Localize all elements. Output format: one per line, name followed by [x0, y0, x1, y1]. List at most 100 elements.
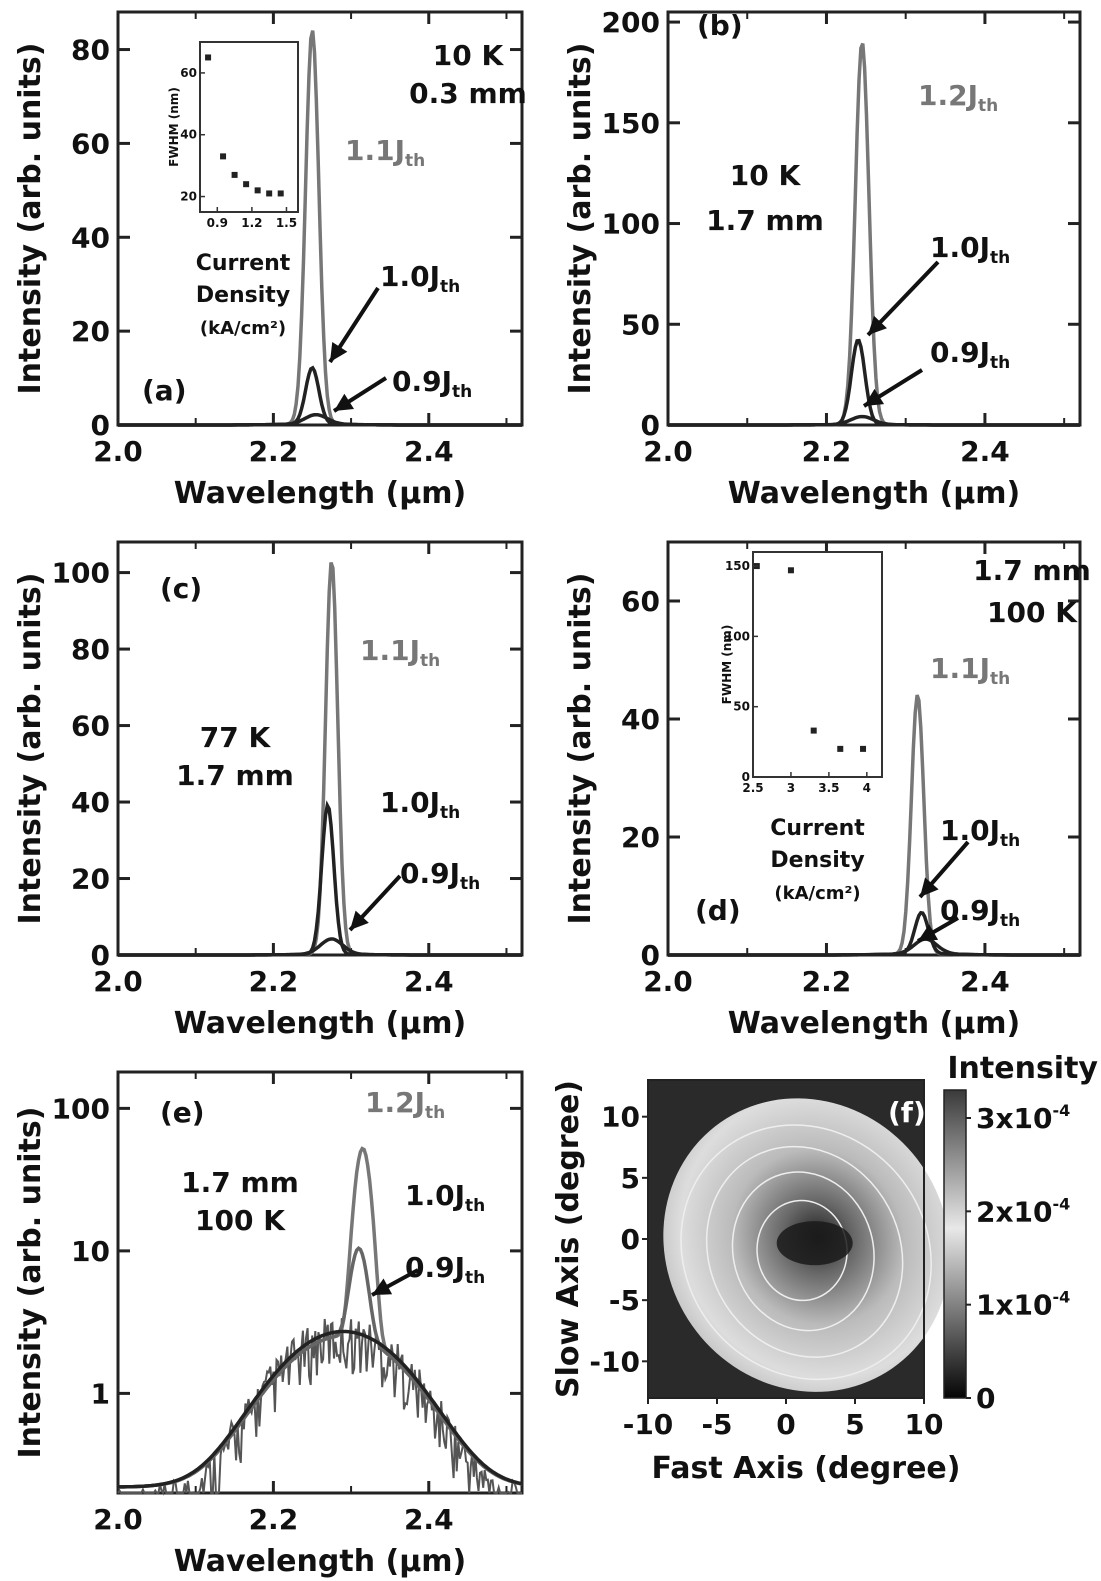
- colorbar-tick-label: 0: [976, 1382, 995, 1415]
- colorbar-tick-label: 1x10-4: [976, 1288, 1070, 1322]
- panel-letter: (d): [695, 894, 741, 927]
- arrow-head: [868, 315, 887, 335]
- arrow-head: [372, 1278, 393, 1295]
- y-tick-label: 100: [602, 208, 660, 241]
- inset-y-tick-label: 150: [725, 559, 750, 573]
- y-tick-label: 150: [602, 107, 660, 140]
- inset-x-tick-label: 0.9: [207, 216, 228, 230]
- inset-y-tick-label: 50: [733, 700, 750, 714]
- x-axis-label: Wavelength (μm): [174, 1544, 467, 1579]
- condition-annotation: 100 K: [987, 596, 1078, 629]
- series-label: 1.0Jth: [405, 1179, 485, 1216]
- y-tick-label: 100: [52, 557, 110, 590]
- y-tick-label: 40: [621, 703, 660, 736]
- series-label: 0.9Jth: [930, 336, 1010, 373]
- y-tick-label: 10: [71, 1235, 110, 1268]
- inset-x-tick-label: 4: [863, 781, 871, 795]
- inset-frame: [199, 41, 299, 213]
- colorbar-label: Intensity: [947, 1051, 1098, 1086]
- inset-point: [277, 190, 284, 197]
- series-0.9J: [118, 1329, 523, 1489]
- inset-y-axis-label: FWHM (nm): [720, 625, 734, 705]
- y-tick-label: 20: [71, 315, 110, 348]
- y-tick-label: 40: [71, 221, 110, 254]
- condition-annotation: 10 K: [433, 39, 505, 72]
- panel-letter: (b): [697, 9, 743, 42]
- y-axis-label: Intensity (arb. units): [13, 1106, 48, 1458]
- series-label: 0.9Jth: [940, 894, 1020, 931]
- y-tick-label: 20: [71, 863, 110, 896]
- y-tick-label: 5: [621, 1162, 640, 1195]
- x-tick-label: 2.0: [93, 1503, 143, 1536]
- y-tick-label: -10: [589, 1345, 640, 1378]
- beam-core: [776, 1221, 853, 1266]
- inset-x-tick-label: 1.2: [241, 216, 262, 230]
- inset-y-tick-label: 40: [180, 128, 197, 142]
- panel-b: 2.0 2.2 2.4 0 50 100 150 200 Wavelength (μm) Inte…: [563, 6, 1082, 511]
- y-tick-label: -5: [609, 1284, 640, 1317]
- arrow-head: [920, 877, 939, 897]
- inset: 0.9 1.2 1.5 20 40 60 FWHM (nm) Current Density (k…: [167, 41, 299, 339]
- y-tick-label: 60: [71, 710, 110, 743]
- x-tick-label: 2.2: [802, 435, 852, 468]
- y-tick-label: 60: [621, 585, 660, 618]
- arrow-head: [350, 910, 369, 930]
- y-tick-label: 20: [621, 821, 660, 854]
- arrow-head: [330, 342, 348, 362]
- contour-line: [705, 1145, 904, 1358]
- inset-point: [220, 153, 227, 160]
- inset-x-tick-label: 3.5: [818, 781, 839, 795]
- plot-frame: [116, 540, 524, 957]
- y-tick-label: 0: [641, 939, 660, 972]
- series-label: 0.9Jth: [392, 365, 472, 402]
- y-axis-label: Intensity (arb. units): [13, 572, 48, 924]
- condition-annotation: 1.7 mm: [973, 554, 1091, 587]
- y-axis-label: Intensity (arb. units): [563, 42, 598, 394]
- inset-frame: [752, 551, 883, 778]
- y-tick-label: 10: [601, 1101, 640, 1134]
- series-0.9J: [668, 937, 1080, 957]
- panel-letter: (f): [888, 1096, 926, 1129]
- panel-a: 2.0 2.2 2.4 0 20 40 60 80 Wavelength (μm) Intensi…: [13, 10, 527, 511]
- y-tick-label: 0: [621, 1223, 640, 1256]
- condition-annotation: 100 K: [195, 1204, 286, 1237]
- y-axis-label: Slow Axis (degree): [551, 1080, 586, 1398]
- series-label: 0.9Jth: [400, 857, 480, 894]
- x-tick-label: 2.2: [249, 435, 299, 468]
- x-tick-label: -10: [623, 1408, 674, 1441]
- condition-annotation: 10 K: [730, 159, 802, 192]
- colorbar: [943, 1089, 967, 1399]
- x-axis-label: Wavelength (μm): [174, 476, 467, 511]
- arrow-head: [864, 388, 885, 406]
- x-tick-label: 2.4: [404, 435, 454, 468]
- x-tick-label: 2.0: [643, 435, 693, 468]
- inset-x-axis-label: Current Density (kA/cm²): [770, 816, 865, 904]
- y-tick-label: 80: [71, 633, 110, 666]
- y-tick-label: 40: [71, 786, 110, 819]
- x-tick-label: 2.0: [643, 965, 693, 998]
- inset-point: [205, 54, 212, 61]
- series-0.9J: [118, 412, 522, 427]
- series-0.9J: [668, 414, 1080, 427]
- panel-f-heatmap: (f) -10 -5 0 5 10 10 5 0 -5 -10 Fast Axis (degree) S…: [551, 1051, 1098, 1486]
- inset-point: [860, 745, 867, 752]
- panel-letter: (c): [160, 572, 202, 605]
- condition-annotation: 1.7 mm: [706, 204, 824, 237]
- inset-point: [787, 567, 794, 574]
- x-axis-label: Wavelength (μm): [728, 476, 1021, 511]
- inset-y-tick-label: 0: [742, 770, 750, 784]
- condition-annotation: 77 K: [200, 721, 272, 754]
- y-axis-label: Intensity (arb. units): [13, 42, 48, 394]
- inset-point: [810, 727, 817, 734]
- inset-x-tick-label: 3: [787, 781, 795, 795]
- y-tick-label: 1: [91, 1377, 110, 1410]
- inset-y-axis-label: FWHM (nm): [167, 87, 181, 167]
- x-tick-label: 2.2: [802, 965, 852, 998]
- series-label: 1.2Jth: [918, 79, 998, 116]
- y-tick-label: 0: [91, 409, 110, 442]
- plot-frame: [116, 10, 524, 427]
- series-label: 1.1Jth: [345, 134, 425, 171]
- inset-y-tick-label: 100: [725, 629, 750, 643]
- inset-x-tick-label: 1.5: [276, 216, 297, 230]
